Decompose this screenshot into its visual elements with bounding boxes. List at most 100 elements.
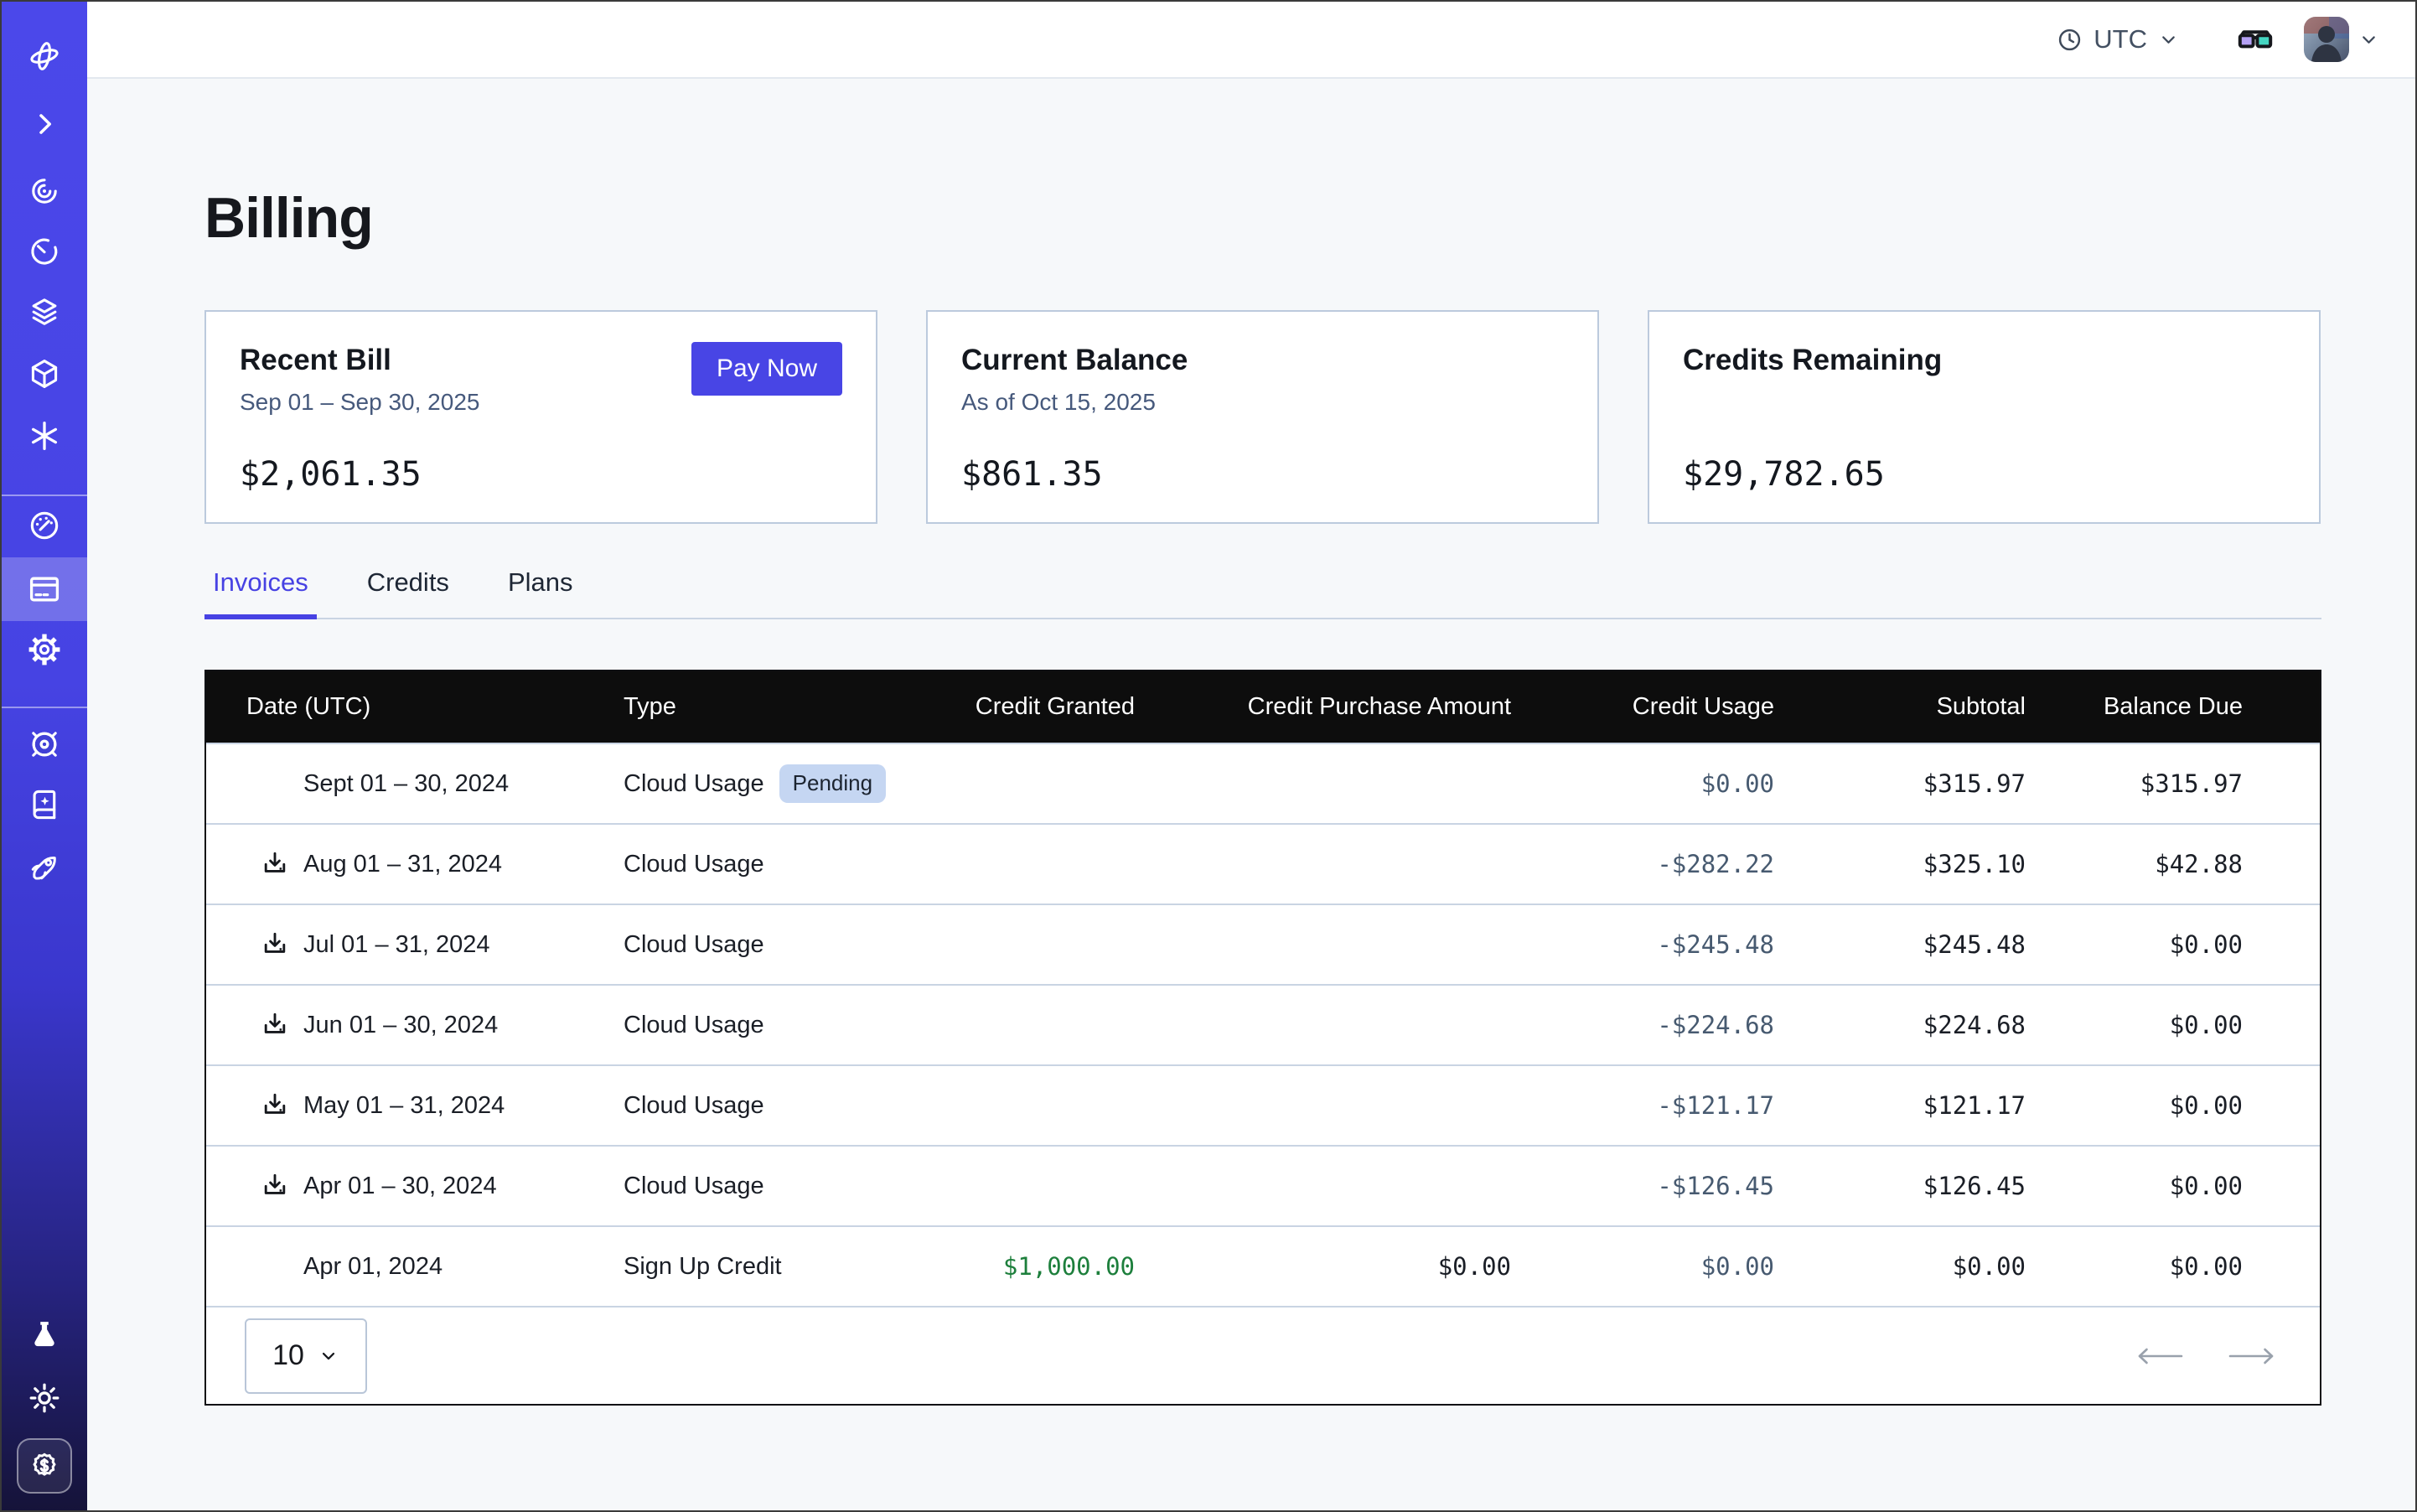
current-balance-amount: $861.35: [961, 455, 1103, 494]
docs-book-icon[interactable]: [26, 786, 63, 823]
col-date: Date (UTC): [206, 693, 575, 721]
balance-due: $0.00: [2059, 1091, 2320, 1120]
table-row: Sept 01 – 30, 2024 Cloud Usage Pending $…: [206, 743, 2320, 823]
pending-badge: Pending: [779, 764, 886, 803]
table-row: Apr 01, 2024 Sign Up Credit $1,000.00 $0…: [206, 1225, 2320, 1306]
balance-due: $315.97: [2059, 769, 2320, 798]
glasses-3d-icon[interactable]: [2235, 23, 2275, 56]
wheel-icon[interactable]: [26, 726, 63, 763]
download-invoice-icon[interactable]: [260, 1090, 303, 1121]
balance-due: $0.00: [2059, 1011, 2320, 1039]
credit-usage: -$121.17: [1545, 1091, 1808, 1120]
subtotal: $325.10: [1808, 850, 2059, 878]
col-credit-purchase-amount: Credit Purchase Amount: [1168, 693, 1545, 721]
page-size-select[interactable]: 10: [245, 1318, 367, 1394]
invoice-type: Cloud Usage: [624, 770, 764, 798]
chevron-down-icon: [2157, 28, 2180, 51]
credit-usage: $0.00: [1545, 1252, 1808, 1281]
col-subtotal: Subtotal: [1808, 693, 2059, 721]
timezone-label: UTC: [2094, 24, 2147, 54]
subtotal: $245.48: [1808, 930, 2059, 959]
col-credit-usage: Credit Usage: [1545, 693, 1808, 721]
recent-bill-card: Recent Bill Sep 01 – Sep 30, 2025 $2,061…: [204, 310, 877, 524]
clock-icon: [2056, 26, 2083, 54]
card-title: Credits Remaining: [1683, 344, 2285, 377]
gauge-icon[interactable]: [26, 507, 63, 544]
credits-badge-button[interactable]: [17, 1438, 72, 1494]
balance-due: $0.00: [2059, 1172, 2320, 1200]
pay-now-button[interactable]: Pay Now: [691, 342, 842, 396]
tab-invoices[interactable]: Invoices: [204, 567, 317, 618]
rocket-icon[interactable]: [26, 848, 63, 885]
balance-due: $0.00: [2059, 1252, 2320, 1281]
balance-due: $0.00: [2059, 930, 2320, 959]
credit-usage: -$224.68: [1545, 1011, 1808, 1039]
credits-remaining-amount: $29,782.65: [1683, 455, 1885, 494]
invoice-date: Jun 01 – 30, 2024: [303, 1012, 498, 1039]
download-invoice-icon[interactable]: [260, 1010, 303, 1040]
sidebar-divider: [2, 495, 87, 496]
cube-icon[interactable]: [26, 355, 63, 392]
chevron-right-icon[interactable]: [26, 106, 63, 142]
arrow-right-icon[interactable]: [2228, 1344, 2276, 1368]
card-title: Current Balance: [961, 344, 1564, 377]
credit-usage: -$282.22: [1545, 850, 1808, 878]
balance-as-of: As of Oct 15, 2025: [961, 389, 1564, 416]
flask-icon[interactable]: [26, 1318, 63, 1354]
insights-icon[interactable]: [26, 173, 63, 210]
credit-purchase-amount: $0.00: [1168, 1252, 1545, 1281]
credit-usage: -$126.45: [1545, 1172, 1808, 1200]
billing-tabs: Invoices Credits Plans: [204, 567, 2321, 619]
download-invoice-icon[interactable]: [260, 1171, 303, 1201]
brightness-icon[interactable]: [26, 1380, 63, 1416]
recent-bill-amount: $2,061.35: [240, 455, 422, 494]
asterisk-icon[interactable]: [26, 417, 63, 454]
avatar[interactable]: [2304, 17, 2349, 62]
billing-screen: UTC: [0, 0, 2417, 1512]
col-credit-granted: Credit Granted: [927, 693, 1168, 721]
credits-remaining-card: Credits Remaining $29,782.65: [1648, 310, 2321, 524]
table-header: Date (UTC) Type Credit Granted Credit Pu…: [206, 671, 2320, 743]
invoice-type: Sign Up Credit: [624, 1253, 782, 1281]
timer-icon[interactable]: [26, 233, 63, 270]
orbit-logo-icon[interactable]: [26, 38, 63, 75]
download-invoice-icon[interactable]: [260, 849, 303, 879]
invoice-date: Aug 01 – 31, 2024: [303, 851, 502, 878]
invoice-date: Apr 01 – 30, 2024: [303, 1173, 497, 1200]
tab-plans[interactable]: Plans: [499, 567, 582, 618]
invoice-date: Jul 01 – 31, 2024: [303, 931, 490, 959]
credit-usage: -$245.48: [1545, 930, 1808, 959]
col-type: Type: [575, 693, 927, 721]
timezone-selector[interactable]: UTC: [2056, 24, 2180, 54]
table-row: May 01 – 31, 2024 Cloud Usage -$121.17 $…: [206, 1064, 2320, 1145]
invoice-date: Sept 01 – 30, 2024: [303, 770, 509, 798]
invoice-date: May 01 – 31, 2024: [303, 1092, 505, 1120]
subtotal: $121.17: [1808, 1091, 2059, 1120]
invoice-type: Cloud Usage: [624, 1012, 764, 1039]
sidebar: [2, 2, 87, 1512]
subtotal: $126.45: [1808, 1172, 2059, 1200]
layers-icon[interactable]: [26, 293, 63, 330]
current-balance-card: Current Balance As of Oct 15, 2025 $861.…: [926, 310, 1599, 524]
invoice-type: Cloud Usage: [624, 1173, 764, 1200]
billing-main: Billing Recent Bill Sep 01 – Sep 30, 202…: [204, 79, 2321, 1406]
chevron-down-icon: [318, 1345, 339, 1367]
credit-usage: $0.00: [1545, 769, 1808, 798]
download-invoice-icon[interactable]: [260, 929, 303, 960]
balance-due: $42.88: [2059, 850, 2320, 878]
table-footer: 10: [206, 1306, 2320, 1404]
arrow-left-icon[interactable]: [2135, 1344, 2184, 1368]
table-row: Jul 01 – 31, 2024 Cloud Usage -$245.48 $…: [206, 904, 2320, 984]
topbar: UTC: [87, 2, 2417, 79]
invoice-type: Cloud Usage: [624, 1092, 764, 1120]
gear-icon[interactable]: [26, 631, 63, 668]
invoice-type: Cloud Usage: [624, 931, 764, 959]
invoice-date: Apr 01, 2024: [303, 1253, 443, 1281]
sidebar-divider: [2, 707, 87, 708]
credit-granted: $1,000.00: [927, 1252, 1168, 1281]
subtotal: $0.00: [1808, 1252, 2059, 1281]
pager: [2135, 1344, 2276, 1368]
account-menu-chevron-down-icon[interactable]: [2357, 28, 2380, 51]
billing-icon[interactable]: [26, 571, 63, 608]
tab-credits[interactable]: Credits: [359, 567, 458, 618]
